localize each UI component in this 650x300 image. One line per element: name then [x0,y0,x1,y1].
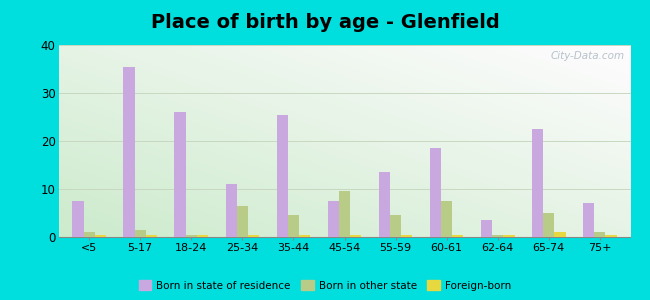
Legend: Born in state of residence, Born in other state, Foreign-born: Born in state of residence, Born in othe… [135,276,515,295]
Bar [299,235,310,237]
Bar [83,232,95,237]
Bar [95,235,106,237]
Bar [606,235,617,237]
Bar [401,235,412,237]
Bar [532,129,543,237]
Bar [248,235,259,237]
Bar [197,235,208,237]
Bar [390,215,401,237]
Bar [554,232,565,237]
Bar [328,201,339,237]
Bar [543,213,554,237]
Bar [452,235,463,237]
Bar [350,235,361,237]
Bar [441,201,452,237]
Text: Place of birth by age - Glenfield: Place of birth by age - Glenfield [151,14,499,32]
Bar [583,203,594,237]
Bar [379,172,390,237]
Bar [339,191,350,237]
Bar [124,67,135,237]
Bar [72,201,83,237]
Bar [226,184,237,237]
Bar [135,230,146,237]
Bar [481,220,492,237]
Bar [237,206,248,237]
Bar [492,235,503,237]
Bar [594,232,606,237]
Bar [288,215,299,237]
Bar [277,115,288,237]
Bar [146,235,157,237]
Bar [186,235,197,237]
Bar [503,235,515,237]
Bar [430,148,441,237]
Text: City-Data.com: City-Data.com [551,51,625,61]
Bar [174,112,186,237]
